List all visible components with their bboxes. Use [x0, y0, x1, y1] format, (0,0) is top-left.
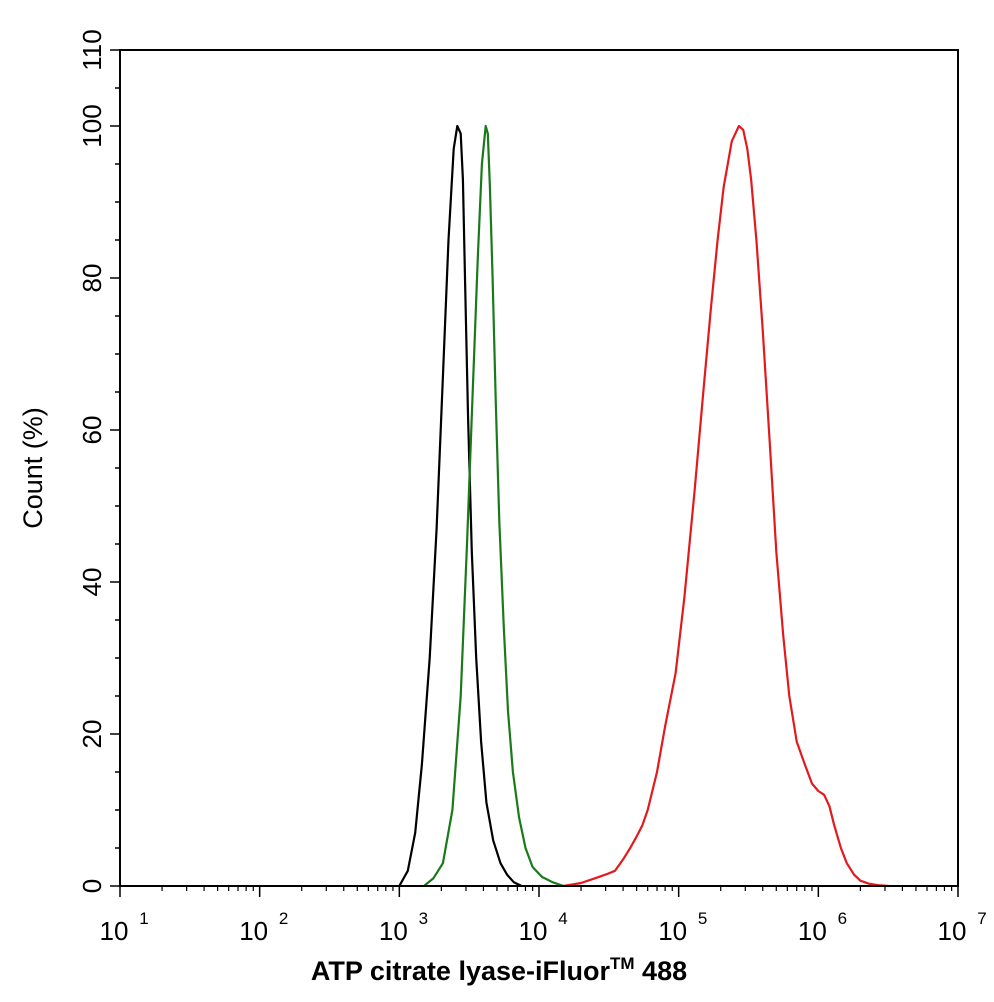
y-tick-label: 60	[77, 416, 107, 445]
y-tick-label: 40	[77, 568, 107, 597]
y-tick-label: 80	[77, 264, 107, 293]
x-tick-label: 10	[100, 916, 129, 946]
series-line-2	[423, 124, 564, 888]
x-tick-exponent: 7	[977, 909, 986, 928]
series-line-3	[563, 124, 889, 888]
y-axis-label: Count (%)	[18, 407, 48, 529]
x-axis-label-superscript: TM	[610, 954, 635, 973]
series-layer	[398, 124, 889, 888]
x-tick-exponent: 6	[838, 909, 847, 928]
x-tick-exponent: 5	[698, 909, 707, 928]
series-line-1	[398, 124, 523, 887]
y-tick-label: 0	[77, 879, 107, 893]
y-tick-label: 100	[77, 104, 107, 147]
x-tick-exponent: 3	[419, 909, 428, 928]
x-tick-label: 10	[658, 916, 687, 946]
x-axis-label-main: ATP citrate lyase-iFluor	[311, 956, 611, 986]
x-axis-label-suffix: 488	[635, 956, 688, 986]
x-tick-label: 10	[239, 916, 268, 946]
x-tick-label: 10	[379, 916, 408, 946]
x-tick-exponent: 2	[279, 909, 288, 928]
x-tick-label: 10	[938, 916, 967, 946]
x-axis-label: ATP citrate lyase-iFluorTM 488	[311, 954, 687, 986]
plot-frame	[119, 49, 959, 887]
x-tick-exponent: 1	[139, 909, 148, 928]
y-tick-label: 110	[77, 29, 107, 70]
x-axis: 10 1 10 2 10 3 10 4 10 5 10 6 10 7	[100, 886, 987, 946]
y-axis: 0 20 40 60 80 100 110	[77, 29, 120, 893]
x-tick-exponent: 4	[558, 909, 567, 928]
x-tick-label: 10	[798, 916, 827, 946]
x-tick-label: 10	[519, 916, 548, 946]
y-tick-label: 20	[77, 720, 107, 749]
